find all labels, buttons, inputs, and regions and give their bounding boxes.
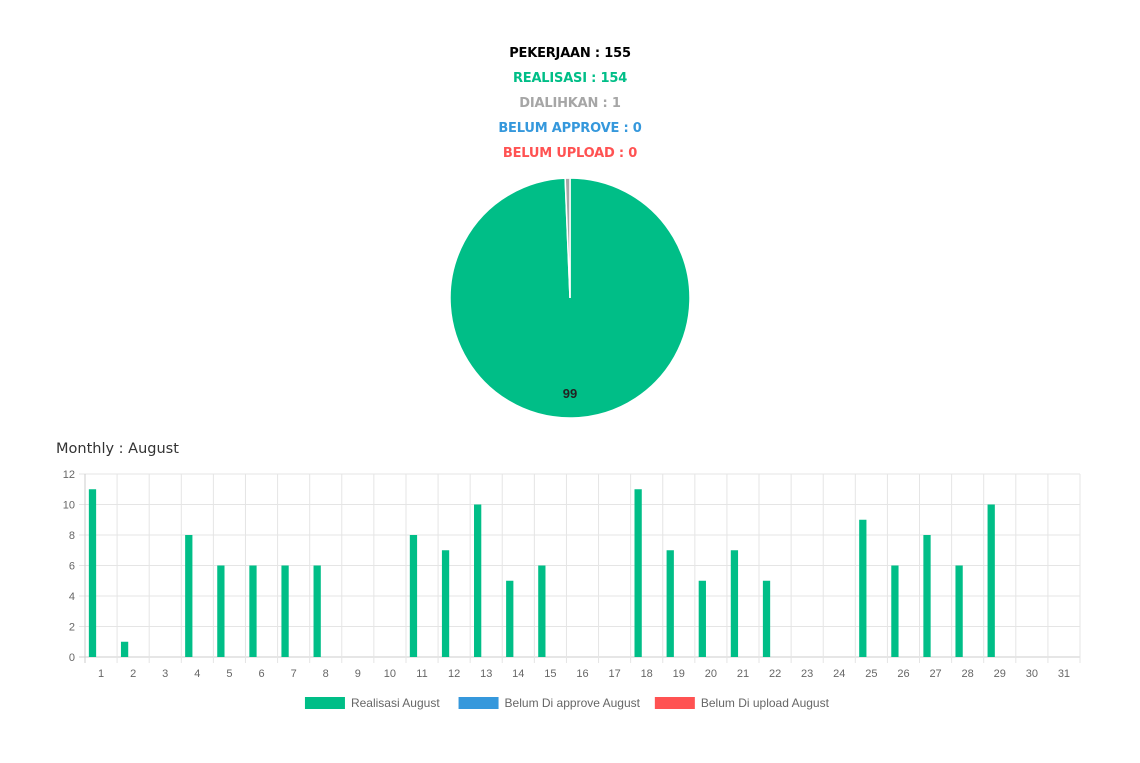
x-tick-label: 21 xyxy=(737,668,749,680)
x-tick-label: 26 xyxy=(897,668,909,680)
bar-realisasi-august[interactable] xyxy=(955,565,963,658)
bar-realisasi-august[interactable] xyxy=(891,565,899,658)
x-tick-label: 29 xyxy=(994,668,1006,680)
legend-swatch[interactable] xyxy=(654,697,695,709)
bar-realisasi-august[interactable] xyxy=(762,580,771,657)
y-tick-label: 4 xyxy=(69,591,75,603)
x-tick-label: 28 xyxy=(962,668,974,680)
bar-realisasi-august[interactable] xyxy=(313,565,321,658)
x-tick-label: 2 xyxy=(130,668,136,680)
summary-block: PEKERJAAN : 155 REALISASI : 154 DIALIHKA… xyxy=(0,41,1140,166)
monthly-title: Monthly : August xyxy=(56,441,179,457)
x-tick-label: 18 xyxy=(641,668,653,680)
realisasi-total: REALISASI : 154 xyxy=(512,71,628,86)
bar-realisasi-august[interactable] xyxy=(506,580,514,657)
bar-realisasi-august[interactable] xyxy=(409,535,418,657)
x-tick-label: 22 xyxy=(769,668,781,680)
x-tick-label: 19 xyxy=(673,668,685,680)
belum-upload-total: BELUM UPLOAD : 0 xyxy=(502,146,638,161)
x-tick-label: 11 xyxy=(416,668,427,680)
x-tick-label: 17 xyxy=(608,668,620,680)
y-tick-label: 0 xyxy=(69,652,75,664)
x-tick-label: 23 xyxy=(801,668,813,680)
pekerjaan-total: PEKERJAAN : 155 xyxy=(509,46,631,61)
x-tick-label: 9 xyxy=(355,668,361,680)
x-tick-label: 5 xyxy=(226,668,232,680)
x-tick-label: 13 xyxy=(480,668,492,680)
x-tick-label: 10 xyxy=(384,668,396,680)
bar-realisasi-august[interactable] xyxy=(730,550,739,657)
x-tick-label: 14 xyxy=(512,668,524,680)
bar-realisasi-august[interactable] xyxy=(88,489,97,657)
bar-realisasi-august[interactable] xyxy=(538,565,546,658)
bar-realisasi-august[interactable] xyxy=(249,565,257,658)
legend-swatch[interactable] xyxy=(304,697,345,709)
x-tick-label: 31 xyxy=(1058,668,1070,680)
bar-realisasi-august[interactable] xyxy=(441,550,450,657)
pie-slice-dialihkan[interactable] xyxy=(564,177,571,299)
bar-realisasi-august[interactable] xyxy=(634,489,642,657)
x-tick-label: 20 xyxy=(705,668,717,680)
pie-data-label: 99 xyxy=(563,386,577,401)
x-tick-label: 12 xyxy=(448,668,460,680)
x-tick-label: 6 xyxy=(258,668,264,680)
y-tick-label: 10 xyxy=(63,500,75,512)
x-tick-label: 27 xyxy=(929,668,941,680)
bar-realisasi-august[interactable] xyxy=(923,535,931,657)
dialihkan-total: DIALIHKAN : 1 xyxy=(519,96,621,111)
x-tick-label: 1 xyxy=(98,668,104,680)
legend-swatch[interactable] xyxy=(458,697,499,709)
bar-realisasi-august[interactable] xyxy=(698,580,706,657)
x-tick-label: 4 xyxy=(194,668,200,680)
x-tick-label: 30 xyxy=(1026,668,1038,680)
bar-realisasi-august[interactable] xyxy=(859,519,867,657)
bar-realisasi-august[interactable] xyxy=(185,535,193,657)
bar-realisasi-august[interactable] xyxy=(666,550,674,657)
y-tick-label: 6 xyxy=(69,561,75,573)
x-tick-label: 16 xyxy=(576,668,588,680)
x-tick-label: 15 xyxy=(544,668,556,680)
bar-realisasi-august[interactable] xyxy=(281,565,289,658)
y-tick-label: 8 xyxy=(69,530,75,542)
x-tick-label: 8 xyxy=(323,668,329,680)
bar-realisasi-august[interactable] xyxy=(474,504,482,658)
bar-realisasi-august[interactable] xyxy=(987,504,995,658)
x-tick-label: 25 xyxy=(865,668,877,680)
bar-realisasi-august[interactable] xyxy=(217,565,225,658)
x-tick-label: 3 xyxy=(162,668,168,680)
x-tick-label: 24 xyxy=(833,668,845,680)
y-tick-label: 2 xyxy=(69,622,75,634)
bar-realisasi-august[interactable] xyxy=(120,641,129,657)
pie-chart: 99 xyxy=(449,177,691,419)
legend-label[interactable]: Belum Di upload August xyxy=(701,696,830,710)
x-tick-label: 7 xyxy=(291,668,297,680)
legend-label[interactable]: Realisasi August xyxy=(351,696,440,710)
belum-approve-total: BELUM APPROVE : 0 xyxy=(498,121,642,136)
y-tick-label: 12 xyxy=(63,469,75,481)
legend-label[interactable]: Belum Di approve August xyxy=(505,696,641,710)
